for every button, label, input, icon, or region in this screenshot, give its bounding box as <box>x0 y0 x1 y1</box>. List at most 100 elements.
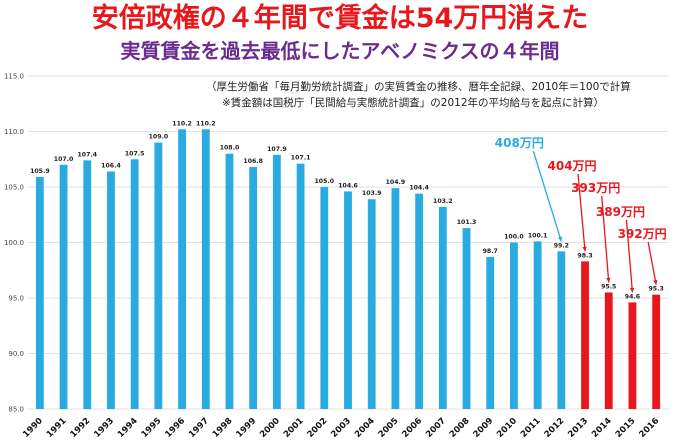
callout-label: 393万円 <box>571 181 620 195</box>
bar <box>391 188 400 409</box>
bar <box>59 164 68 409</box>
bar <box>154 142 163 409</box>
bar <box>510 242 518 409</box>
x-tick-label: 2009 <box>472 416 496 440</box>
x-tick-label: 2003 <box>329 416 353 440</box>
bar <box>320 187 329 409</box>
y-tick-label: 115.0 <box>4 73 24 81</box>
bar <box>415 193 424 409</box>
callout-label: 404万円 <box>548 159 597 173</box>
x-tick-label: 1996 <box>163 416 187 440</box>
y-tick-label: 100.0 <box>4 239 24 247</box>
x-tick-label: 2013 <box>566 416 590 440</box>
bar <box>201 129 210 409</box>
data-label: 104.6 <box>338 182 358 189</box>
bar <box>628 302 637 409</box>
data-label: 103.9 <box>362 190 382 197</box>
bar <box>249 167 258 409</box>
data-label: 104.9 <box>386 179 406 186</box>
bar <box>486 256 495 409</box>
data-label: 107.0 <box>54 156 74 163</box>
callout-arrow <box>532 150 562 242</box>
x-tick-label: 2002 <box>306 416 330 440</box>
calculation-note: ※賃金額は国税庁「民間給与実態統計調査」の2012年の平均給与を起点に計算） <box>222 97 605 109</box>
y-tick-label: 90.0 <box>8 350 24 358</box>
chart-title: 安倍政権の４年間で賃金は54万円消えた <box>91 3 589 34</box>
data-label: 107.5 <box>125 150 145 157</box>
bar <box>462 228 471 409</box>
data-label: 103.2 <box>433 198 453 205</box>
data-label: 106.4 <box>101 162 121 169</box>
data-label: 100.0 <box>504 234 524 241</box>
y-tick-label: 85.0 <box>8 406 24 414</box>
x-tick-label: 1997 <box>187 416 211 440</box>
data-label: 95.3 <box>649 286 664 293</box>
callout-arrow <box>601 195 610 283</box>
callout-arrowhead <box>557 236 563 242</box>
data-label: 98.7 <box>483 248 498 255</box>
callout-arrowhead <box>582 246 587 252</box>
bar <box>438 206 447 409</box>
callout-arrowhead <box>606 277 611 283</box>
data-label: 98.3 <box>577 252 592 259</box>
x-tick-label: 2012 <box>543 416 567 440</box>
callout-label: 389万円 <box>596 205 645 219</box>
x-tick-label: 1999 <box>234 416 258 440</box>
bar <box>604 292 613 409</box>
x-tick-label: 1994 <box>116 416 140 440</box>
bar <box>296 163 305 409</box>
callout-label: 408万円 <box>495 136 544 150</box>
x-tick-label: 2007 <box>424 416 448 440</box>
y-tick-label: 110.0 <box>4 128 24 136</box>
data-label: 105.0 <box>315 178 335 185</box>
bar <box>557 251 566 409</box>
x-tick-label: 2004 <box>353 416 377 440</box>
data-label: 100.1 <box>528 232 548 239</box>
callout-arrowhead <box>653 279 658 285</box>
data-label: 101.3 <box>457 219 477 226</box>
x-tick-label: 2010 <box>495 416 519 440</box>
callout-arrow <box>647 241 657 285</box>
x-tick-label: 1992 <box>69 416 93 440</box>
x-tick-label: 2006 <box>400 416 424 440</box>
x-tick-label: 1991 <box>45 416 69 440</box>
bar <box>130 159 139 409</box>
data-label: 107.9 <box>267 146 287 153</box>
bar <box>225 153 234 409</box>
callout-arrow <box>625 219 634 293</box>
data-label: 99.2 <box>554 242 569 249</box>
callout-arrowhead <box>629 287 635 293</box>
x-tick-label: 2011 <box>519 416 543 440</box>
bar <box>581 261 589 409</box>
x-tick-label: 1995 <box>140 416 164 440</box>
bar <box>533 241 542 409</box>
x-tick-label: 2000 <box>258 416 282 440</box>
data-label: 107.1 <box>291 155 311 162</box>
data-label: 109.0 <box>149 134 169 141</box>
x-tick-label: 1990 <box>21 416 45 440</box>
x-tick-label: 2005 <box>377 416 401 440</box>
x-tick-label: 2001 <box>282 416 306 440</box>
data-label: 110.2 <box>172 120 192 127</box>
x-tick-label: 1993 <box>92 416 116 440</box>
x-tick-label: 2016 <box>637 416 661 440</box>
data-label: 105.9 <box>30 168 50 175</box>
data-label: 95.5 <box>601 283 616 290</box>
bar <box>367 199 376 409</box>
data-label: 106.8 <box>243 158 263 165</box>
data-label: 104.4 <box>409 185 429 192</box>
bar <box>344 191 352 409</box>
y-tick-label: 105.0 <box>4 184 24 192</box>
callout-arrow <box>577 173 586 252</box>
y-tick-label: 95.0 <box>8 295 24 303</box>
bar <box>107 171 115 409</box>
data-label: 110.2 <box>196 120 216 127</box>
data-label: 108.0 <box>220 145 240 152</box>
callout-label: 392万円 <box>618 227 667 241</box>
data-label: 94.6 <box>625 293 640 300</box>
x-tick-label: 2008 <box>448 416 472 440</box>
x-tick-label: 2015 <box>614 416 638 440</box>
chart-subtitle: 実質賃金を過去最低にしたアベノミクスの４年間 <box>120 39 560 63</box>
x-tick-label: 2014 <box>590 416 614 440</box>
